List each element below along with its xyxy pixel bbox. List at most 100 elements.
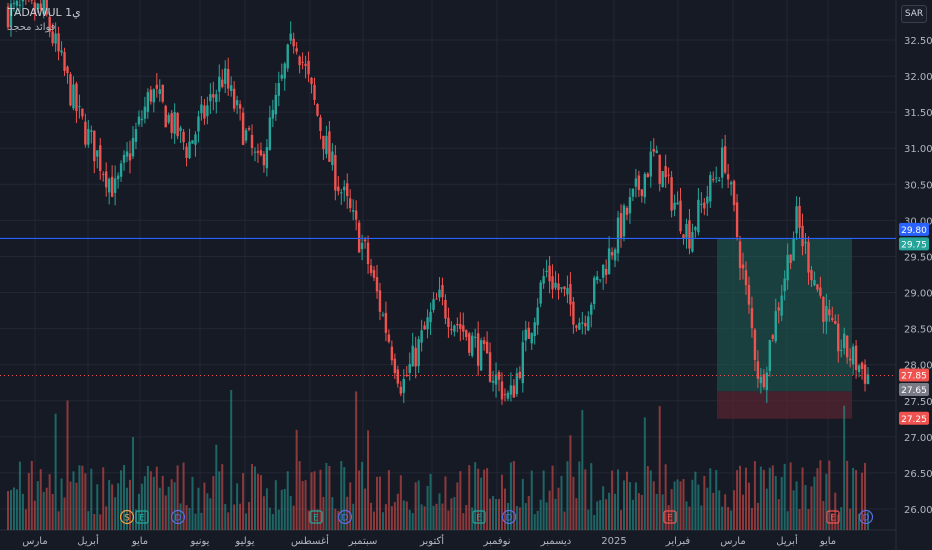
event-marker-letter: D <box>342 514 349 524</box>
candle-body <box>271 110 275 119</box>
volume-bar <box>248 502 251 530</box>
candle-body <box>670 177 673 211</box>
price-label-text: 27.65 <box>901 386 927 396</box>
candle-body <box>18 4 22 6</box>
candle-body <box>316 104 319 116</box>
volume-bar <box>486 468 489 530</box>
candle-body <box>515 373 519 395</box>
volume-bar <box>417 480 420 530</box>
volume-bar <box>813 476 816 530</box>
candle-body <box>545 270 548 273</box>
volume-bar <box>256 473 259 530</box>
volume-bar <box>426 485 429 530</box>
volume-bar <box>242 473 245 530</box>
volume-bar <box>646 466 649 530</box>
y-tick-label: 31.50 <box>904 108 932 119</box>
volume-bar <box>358 470 361 530</box>
candle-body <box>366 242 370 265</box>
volume-bar <box>545 502 548 530</box>
candle-body <box>682 234 685 239</box>
candle-body <box>170 113 173 133</box>
volume-bar <box>105 506 108 530</box>
x-tick-label: أبريل <box>776 534 798 547</box>
candle-body <box>646 173 649 178</box>
volume-bar <box>432 505 435 530</box>
volume-bar <box>90 468 93 530</box>
candle-body <box>557 283 560 290</box>
volume-bar <box>533 514 536 530</box>
candle-body <box>723 146 727 173</box>
volume-bar <box>441 503 444 530</box>
candle-body <box>479 340 483 371</box>
candle-body <box>128 153 132 161</box>
candle-body <box>295 48 298 52</box>
volume-bar <box>643 417 646 530</box>
volume-bar <box>718 490 721 530</box>
earnings-marker <box>826 510 840 524</box>
volume-bar <box>679 481 682 530</box>
volume-bar <box>596 501 599 530</box>
candle-body <box>235 100 239 106</box>
volume-bar <box>423 506 426 530</box>
candle-body <box>691 232 694 252</box>
volume-bar <box>227 512 230 530</box>
currency-button[interactable]: SAR <box>901 5 927 23</box>
volume-bar <box>387 470 390 530</box>
volume-bar <box>381 512 384 530</box>
volume-bar <box>277 509 280 530</box>
volume-bar <box>703 475 706 530</box>
volume-bar <box>352 503 355 530</box>
candle-body <box>750 308 754 329</box>
candle-body <box>771 335 774 339</box>
volume-bar <box>685 501 688 530</box>
candle-body <box>105 171 108 188</box>
volume-bar <box>554 498 557 530</box>
candle-body <box>518 371 522 378</box>
candle-body <box>429 311 432 323</box>
volume-bar <box>60 478 63 530</box>
x-tick-label: أكتوبر <box>419 534 444 547</box>
volume-bar <box>608 492 611 530</box>
volume-bar <box>489 498 492 530</box>
candle-body <box>848 358 852 361</box>
y-tick-label: 30.00 <box>904 216 932 227</box>
volume-bar <box>298 461 301 530</box>
volume-bar <box>807 509 810 530</box>
volume-bar <box>742 494 745 530</box>
volume-bar <box>271 514 274 530</box>
volume-bar <box>328 465 331 530</box>
volume-bar <box>7 491 9 530</box>
candle-body <box>444 300 447 319</box>
stop-zone <box>717 391 852 419</box>
volume-bar <box>39 469 42 530</box>
candle-body <box>476 333 480 366</box>
candle-body <box>735 202 739 238</box>
volume-bar <box>762 469 765 530</box>
candle-body <box>536 307 539 326</box>
candle-body <box>158 89 161 94</box>
volume-bar <box>753 461 756 530</box>
volume-bar <box>536 510 539 530</box>
volume-bar <box>462 513 465 530</box>
candle-body <box>30 0 34 1</box>
volume-bar <box>468 465 471 530</box>
volume-bar <box>858 513 861 530</box>
candle-body <box>238 104 242 109</box>
volume-bar <box>438 493 441 530</box>
volume-bar <box>396 493 399 530</box>
volume-bar <box>114 497 117 530</box>
volume-bar <box>798 509 801 530</box>
volume-bar <box>370 502 373 530</box>
candle-body <box>390 346 394 361</box>
event-marker-letter: E <box>313 514 319 524</box>
candle-body <box>265 147 269 169</box>
candle-body <box>411 345 414 367</box>
volume-bar <box>51 493 54 530</box>
x-tick-label: أبريل <box>77 534 99 547</box>
x-tick-label: مارس <box>22 536 47 547</box>
volume-bar <box>355 391 358 530</box>
candle-body <box>75 83 78 112</box>
volume-bar <box>780 476 783 530</box>
candle-body <box>706 196 709 204</box>
